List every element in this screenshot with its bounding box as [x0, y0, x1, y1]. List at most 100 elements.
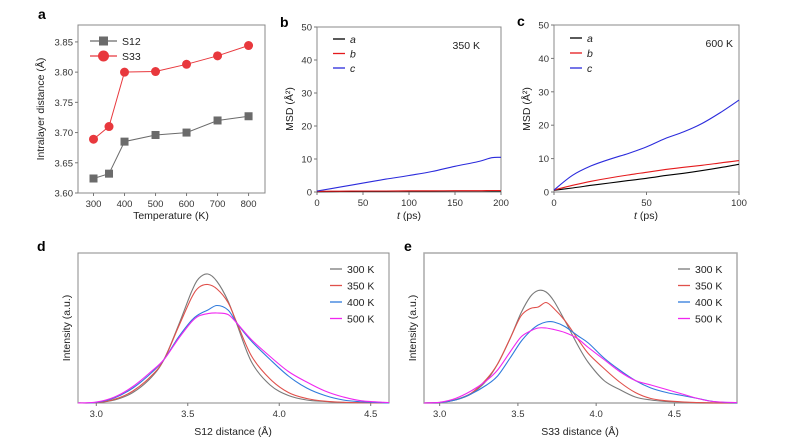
x-ticks-a: 300 400 500 600 700 800: [86, 193, 257, 210]
y-tick-label: 3.60: [55, 189, 74, 200]
y-tick-label: 3.70: [55, 128, 74, 139]
y-axis-label-e: Intensity (a.u.): [407, 295, 419, 362]
panel-label-c: c: [517, 13, 525, 29]
legend-label: c: [587, 63, 593, 75]
panel-e: e 3.0 3.5 4.0 4.5 300 K 350 K 400 K 500 K S33 …: [404, 238, 738, 438]
y-tick-label: 10: [538, 154, 549, 165]
x-tick-label: 300: [86, 199, 102, 210]
data-point-square: [213, 116, 222, 125]
series-line-500k: [77, 312, 390, 404]
series-b: [316, 156, 502, 193]
legend-e: 300 K 350 K 400 K 500 K: [678, 264, 722, 326]
data-point-circle: [151, 67, 161, 77]
y-tick-label: 3.65: [55, 158, 74, 169]
series-a: [89, 41, 254, 183]
y-tick-label: 50: [301, 23, 312, 34]
x-axis-label-b-unit: (ps): [400, 210, 421, 222]
y-ticks-b: 0 10 20 30 40 50: [301, 23, 317, 199]
x-ticks-c: 0 50 100: [551, 192, 747, 209]
y-tick-label: 30: [301, 89, 312, 100]
x-tick-label: 0: [551, 198, 556, 209]
series-line-s12: [93, 115, 249, 179]
x-axis-label-c-var: t: [634, 210, 638, 222]
x-tick-label: 4.0: [590, 409, 603, 420]
series-line-400k: [423, 321, 738, 404]
x-axis-label-a: Temperature (K): [133, 210, 209, 222]
data-point-circle: [213, 51, 223, 61]
legend-d: 300 K 350 K 400 K 500 K: [330, 264, 374, 326]
data-point-circle: [244, 41, 254, 51]
x-tick-label: 100: [731, 198, 747, 209]
panel-a: a 300 400 500 600 700 800 3.60 3.65 3.70 3.75 3.8…: [34, 6, 266, 222]
x-axis-label-c-unit: (ps): [637, 210, 658, 222]
legend-b: abc: [333, 34, 356, 75]
data-point-square: [182, 128, 191, 137]
x-tick-label: 150: [447, 198, 463, 209]
x-axis-label-b-var: t: [397, 210, 401, 222]
data-point-circle: [120, 67, 130, 77]
series-line-b: [553, 160, 740, 191]
plot-area-d: [77, 252, 390, 404]
x-ticks-e: 3.0 3.5 4.0 4.5: [433, 403, 681, 420]
x-axis-label-b: t (ps): [397, 210, 421, 222]
series-line-500k: [423, 327, 738, 404]
x-tick-label: 400: [117, 199, 133, 210]
panel-label-e: e: [404, 238, 412, 254]
x-tick-label: 3.0: [433, 409, 446, 420]
y-tick-label: 50: [538, 21, 549, 32]
x-axis-label-e: S33 distance (Å): [541, 425, 619, 438]
x-tick-label: 4.0: [273, 409, 286, 420]
data-point-square: [105, 169, 114, 178]
x-axis-label-d: S12 distance (Å): [194, 425, 272, 438]
x-ticks-d: 3.0 3.5 4.0 4.5: [90, 403, 377, 420]
legend-label: 400 K: [695, 297, 722, 309]
y-tick-label: 20: [538, 121, 549, 132]
series-line-300k: [423, 289, 738, 404]
y-tick-label: 30: [538, 87, 549, 98]
x-tick-label: 700: [210, 199, 226, 210]
legend-label: 400 K: [347, 297, 374, 309]
x-tick-label: 800: [241, 199, 257, 210]
x-tick-label: 100: [401, 198, 417, 209]
y-tick-label: 0: [307, 188, 312, 199]
legend-c: abc: [570, 33, 593, 75]
x-tick-label: 3.5: [511, 409, 524, 420]
temperature-annotation-b: 350 K: [453, 40, 480, 52]
data-point-square: [89, 174, 98, 183]
legend-label: b: [350, 49, 356, 61]
y-tick-label: 40: [538, 54, 549, 65]
series-line-b: [316, 189, 501, 192]
series-line-a: [553, 163, 740, 191]
data-point-square: [151, 130, 160, 139]
series-e: [423, 289, 738, 404]
panel-d: d 3.0 3.5 4.0 4.5 300 K 350 K 400 K 500 K S12 …: [37, 238, 390, 438]
x-tick-label: 3.0: [90, 409, 103, 420]
panel-label-d: d: [37, 238, 46, 254]
series-c: [553, 99, 740, 191]
legend-marker-circle: [98, 50, 109, 62]
legend-marker-square: [99, 36, 108, 46]
x-axis-label-c: t (ps): [634, 210, 658, 222]
legend-label: a: [587, 33, 593, 45]
x-tick-label: 50: [358, 198, 369, 209]
data-point-circle: [104, 122, 114, 132]
y-tick-label: 3.85: [55, 37, 74, 48]
data-point-circle: [89, 134, 99, 144]
panel-label-a: a: [38, 6, 46, 22]
x-tick-label: 600: [179, 199, 195, 210]
series-line-300k: [77, 273, 390, 404]
temperature-annotation-c: 600 K: [706, 38, 733, 50]
data-point-circle: [182, 59, 192, 69]
legend-label: a: [350, 34, 356, 46]
plot-area-e: [423, 252, 738, 404]
series-line-c: [553, 99, 740, 191]
legend-label: b: [587, 48, 593, 60]
legend-label: 350 K: [695, 281, 722, 293]
y-tick-label: 20: [301, 122, 312, 133]
legend-label: 500 K: [347, 314, 374, 326]
y-ticks-a: 3.60 3.65 3.70 3.75 3.80 3.85: [55, 37, 78, 200]
series-line-c: [316, 156, 502, 192]
